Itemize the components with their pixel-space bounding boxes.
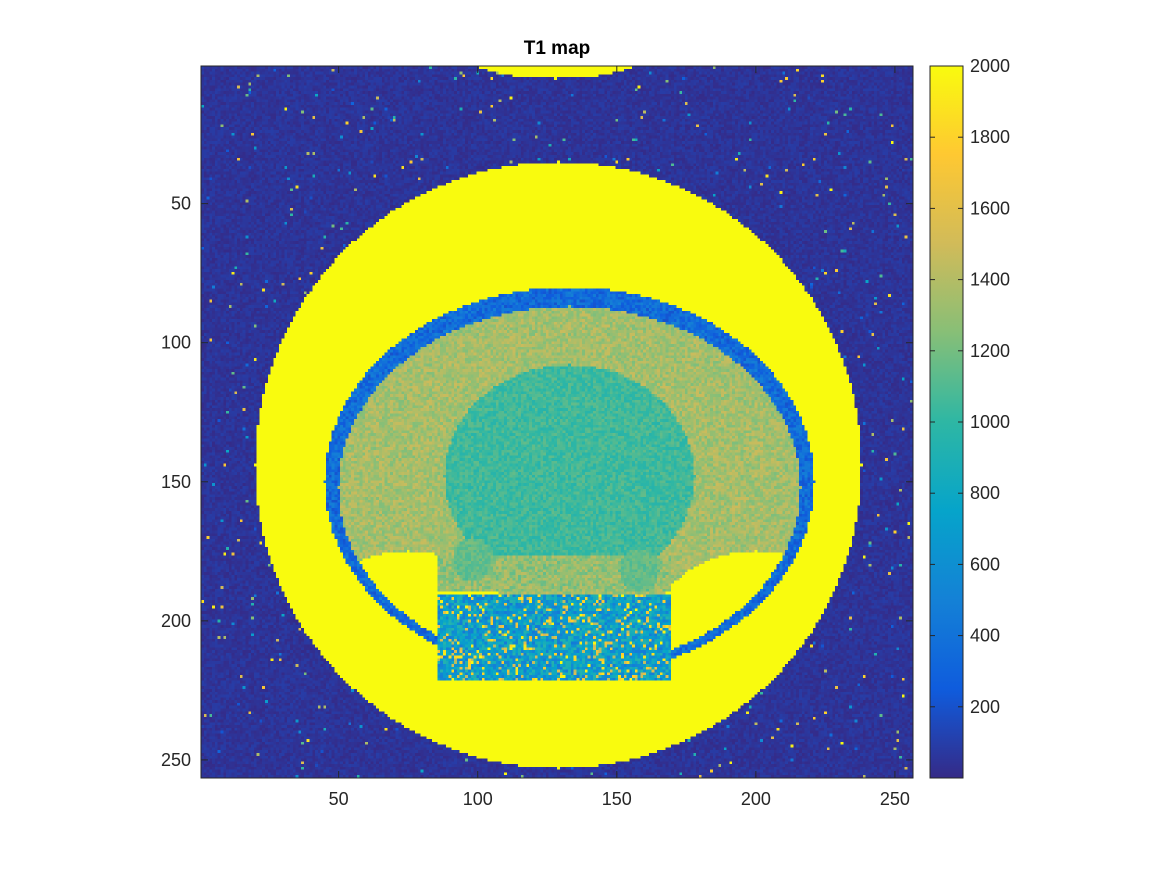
y-axis: 50 100 150 200 250 <box>161 194 913 770</box>
colorbar-tick-label: 200 <box>970 697 1000 717</box>
y-tick-label: 50 <box>171 194 191 214</box>
colorbar-tick-label: 1200 <box>970 341 1010 361</box>
heatmap-image <box>201 66 913 778</box>
x-tick-label: 200 <box>741 789 771 809</box>
y-tick-label: 100 <box>161 333 191 353</box>
colorbar-ticks: 200 400 600 800 1000 1200 1400 1600 1800 2000 <box>930 56 1010 717</box>
y-tick-label: 200 <box>161 611 191 631</box>
heatmap-raster <box>201 66 913 778</box>
plot-frame <box>200 65 914 779</box>
colorbar-gradient <box>930 66 963 778</box>
x-tick-label: 150 <box>602 789 632 809</box>
y-tick-label: 250 <box>161 750 191 770</box>
y-tick-label: 150 <box>161 472 191 492</box>
x-tick-label: 250 <box>880 789 910 809</box>
colorbar-tick-label: 1800 <box>970 127 1010 147</box>
x-tick-label: 100 <box>463 789 493 809</box>
x-axis: 50 100 150 200 250 <box>329 66 910 809</box>
colorbar-tick-label: 400 <box>970 626 1000 646</box>
colorbar-tick-label: 800 <box>970 483 1000 503</box>
colorbar-tick-label: 1600 <box>970 198 1010 218</box>
x-tick-label: 50 <box>329 789 349 809</box>
colorbar-tick-label: 600 <box>970 554 1000 574</box>
colorbar: 200 400 600 800 1000 1200 1400 1600 1800 2000 <box>929 56 1010 779</box>
chart-title: T1 map <box>524 38 591 59</box>
colorbar-tick-label: 1400 <box>970 270 1010 290</box>
colorbar-tick-label: 2000 <box>970 56 1010 76</box>
colorbar-tick-label: 1000 <box>970 412 1010 432</box>
